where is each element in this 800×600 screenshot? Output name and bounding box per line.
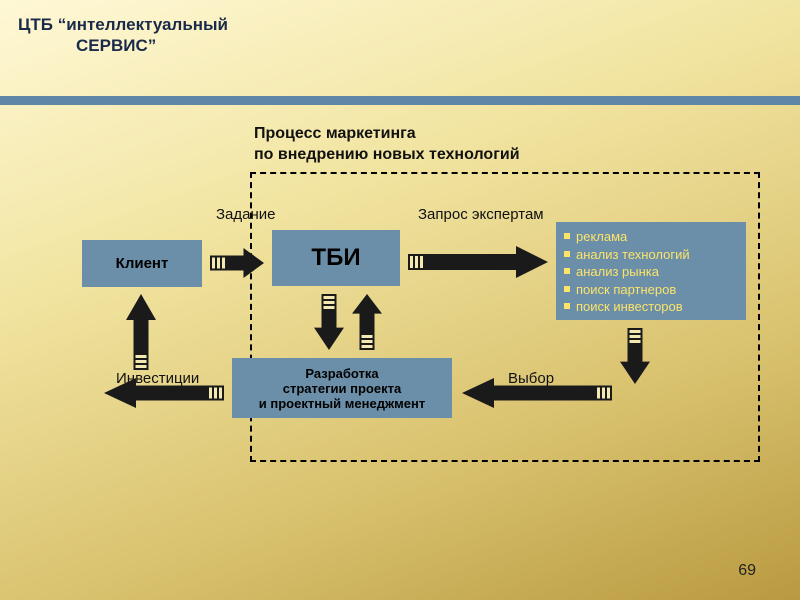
node-strategy: Разработкастратегии проектаи проектный м… — [232, 358, 452, 418]
node-tbi: ТБИ — [272, 230, 400, 286]
node-services: рекламаанализ технологийанализ рынкапоис… — [556, 222, 746, 320]
node-tbi-label: ТБИ — [311, 244, 360, 272]
node-strategy-line1: Разработка — [259, 366, 425, 381]
arrow-strategy-to-tbi — [352, 294, 382, 350]
subtitle-line2: по внедрению новых технологий — [254, 146, 520, 163]
bullet-icon — [564, 251, 570, 257]
services-item-text: анализ технологий — [576, 246, 690, 264]
subtitle-line1: Процесс маркетинга — [254, 125, 416, 142]
arrow-tbi-to-services — [408, 246, 548, 278]
services-item-text: поиск инвесторов — [576, 298, 683, 316]
bullet-icon — [564, 268, 570, 274]
node-strategy-line2: стратегии проекта — [259, 381, 425, 396]
services-item: анализ технологий — [564, 246, 738, 264]
arrow-client-to-tbi — [210, 248, 264, 278]
divider-bar — [0, 96, 800, 105]
services-item-text: реклама — [576, 228, 627, 246]
header-title: ЦТБ “интеллектуальный СЕРВИС” — [18, 14, 228, 57]
arrow-strategy-to-invest — [104, 378, 224, 408]
bullet-icon — [564, 303, 570, 309]
node-client-label: Клиент — [116, 255, 169, 272]
services-item: поиск инвесторов — [564, 298, 738, 316]
header-line2: СЕРВИС” — [76, 36, 156, 55]
arrow-tbi-to-strategy — [314, 294, 344, 350]
label-task: Задание — [216, 206, 276, 223]
services-item: реклама — [564, 228, 738, 246]
node-client: Клиент — [82, 240, 202, 287]
services-item-text: поиск партнеров — [576, 281, 676, 299]
arrow-invest-to-client — [126, 294, 156, 370]
services-item: анализ рынка — [564, 263, 738, 281]
services-item: поиск партнеров — [564, 281, 738, 299]
header-line1: ЦТБ “интеллектуальный — [18, 15, 228, 34]
services-item-text: анализ рынка — [576, 263, 659, 281]
arrow-choice-to-strategy — [462, 378, 612, 408]
label-request: Запрос экспертам — [418, 206, 544, 223]
arrow-services-to-choice — [620, 328, 650, 384]
subtitle: Процесс маркетинга по внедрению новых тех… — [254, 124, 520, 166]
page-number: 69 — [738, 562, 756, 580]
bullet-icon — [564, 286, 570, 292]
node-strategy-line3: и проектный менеджмент — [259, 396, 425, 411]
bullet-icon — [564, 233, 570, 239]
